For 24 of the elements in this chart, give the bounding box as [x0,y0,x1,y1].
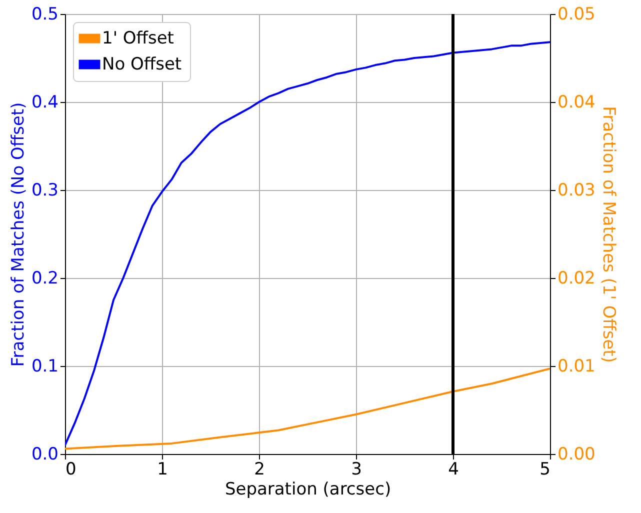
y2-tick-label: 0.05 [558,4,596,24]
y-tick-label: 0.1 [31,356,58,376]
y2-tick-label: 0.04 [558,92,596,112]
x-tick-label: 5 [540,460,550,480]
y-axis-title: Fraction of Matches (No Offset) [8,102,28,367]
y-tick-label: 0.2 [31,268,58,288]
y2-axis-title: Fraction of Matches (1' Offset) [598,106,618,363]
y-tick-label: 0.3 [31,180,58,200]
x-axis-title: Separation (arcsec) [224,480,392,500]
y2-tick-label: 0.03 [558,180,596,200]
y-tick-label: 0.4 [31,92,58,112]
y2-tick-label: 0.02 [558,268,596,288]
legend-label: No Offset [102,54,182,74]
x-tick-label: 4 [448,460,459,480]
y2-tick-label: 0.01 [558,356,596,376]
y-tick-label: 0.5 [31,4,58,24]
line-series [65,368,550,450]
x-tick-label: 3 [351,460,362,480]
x-tick-label: 2 [254,460,265,480]
y2-tick-label: 0.00 [558,444,596,464]
y-tick-label: 0.0 [31,444,58,464]
legend-label: 1' Offset [102,28,174,48]
x-tick-label: 0 [66,460,76,480]
x-tick-label: 1 [157,460,168,480]
